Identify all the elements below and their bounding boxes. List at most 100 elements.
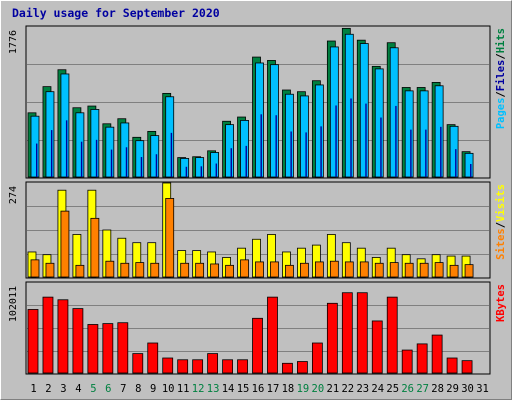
files-bar <box>419 90 429 178</box>
kbytes-bar <box>72 308 84 374</box>
kbytes-bar <box>282 362 293 374</box>
pages-bar <box>320 126 322 177</box>
x-tick-label: 21 <box>327 383 340 395</box>
pages-bar <box>140 157 143 177</box>
x-tick-label: 29 <box>446 383 459 395</box>
legend-entry: KBytes <box>495 284 507 322</box>
kbytes-bar <box>27 309 39 374</box>
kbytes-bar <box>162 357 174 374</box>
legend-entry: / <box>495 53 507 59</box>
kbytes-bar <box>132 353 144 374</box>
x-tick-label: 18 <box>282 383 295 395</box>
pages-bar <box>155 154 158 177</box>
legend-entry: Pages <box>495 98 507 130</box>
files-bar <box>195 157 205 178</box>
sites-bar <box>359 261 369 278</box>
sites-bar <box>135 262 145 278</box>
sites-bar <box>75 264 85 278</box>
kbytes-bar <box>446 357 458 374</box>
kbytes-bar <box>356 292 368 374</box>
x-tick-label: 20 <box>312 383 325 395</box>
files-bar <box>374 68 384 178</box>
sites-bar <box>240 259 249 278</box>
sites-bar <box>300 262 309 278</box>
pages-bar <box>110 149 113 177</box>
kbytes-bar <box>252 317 263 374</box>
pages-bar <box>455 149 457 177</box>
kbytes-bar <box>207 353 219 374</box>
kbytes-bar <box>117 322 129 374</box>
y-max-label-3: 102011 <box>8 286 19 322</box>
files-bar <box>434 85 444 178</box>
files-bar <box>225 124 234 178</box>
kbytes-bar <box>297 361 308 374</box>
sites-bar <box>434 262 444 278</box>
files-bar <box>389 47 399 178</box>
x-tick-label: 2 <box>45 383 51 395</box>
pages-bar <box>65 120 68 177</box>
pages-bar <box>230 148 232 177</box>
pages-bar <box>365 103 367 177</box>
files-bar <box>105 126 115 178</box>
sites-bar <box>45 262 55 278</box>
pages-bar <box>125 147 128 177</box>
kbytes-bar <box>341 292 353 374</box>
y-max-label-2: 274 <box>8 186 19 204</box>
x-tick-label: 11 <box>177 383 190 395</box>
kbytes-bar <box>461 360 473 374</box>
x-tick-label: 4 <box>75 383 81 395</box>
sites-bar <box>210 263 220 278</box>
kbytes-bar <box>386 296 398 374</box>
x-tick-label: 8 <box>135 383 141 395</box>
legend-entry: Sites <box>495 228 507 260</box>
sites-bar <box>344 261 354 278</box>
x-tick-label: 31 <box>476 383 489 395</box>
sites-bar <box>90 217 100 278</box>
sites-bar <box>225 264 234 278</box>
kbytes-bar <box>326 302 338 374</box>
pages-bar <box>245 145 247 177</box>
pages-bar <box>335 105 337 177</box>
sites-bar <box>314 261 324 278</box>
x-tick-label: 15 <box>237 383 250 395</box>
files-bar <box>404 90 414 178</box>
kbytes-bar <box>177 359 189 374</box>
sites-bar <box>419 262 429 278</box>
sites-bar <box>374 262 384 278</box>
sites-bar <box>30 259 40 278</box>
pages-bar <box>470 163 472 177</box>
x-tick-label: 3 <box>60 383 66 395</box>
kbytes-bar <box>267 296 278 374</box>
files-bar <box>359 43 369 178</box>
x-tick-label: 19 <box>297 383 310 395</box>
x-tick-label: 6 <box>105 383 111 395</box>
x-tick-label: 7 <box>120 383 126 395</box>
pages-bar <box>185 166 188 177</box>
legend-entry: / <box>495 222 507 228</box>
kbytes-bar <box>401 349 413 374</box>
pages-bar <box>275 115 277 177</box>
files-bar <box>329 46 339 178</box>
x-tick-label: 1 <box>30 383 36 395</box>
sites-bar <box>105 260 115 278</box>
pages-bar <box>440 126 442 177</box>
legend-2: Sites/Visits <box>495 184 507 260</box>
files-bar <box>344 33 354 178</box>
kbytes-bar <box>431 334 443 374</box>
legend-entry: / <box>495 91 507 97</box>
files-bar <box>120 122 130 178</box>
files-bar <box>210 152 220 178</box>
pages-bar <box>170 132 173 177</box>
files-bar <box>255 62 264 178</box>
files-bar <box>60 73 70 178</box>
x-tick-label: 13 <box>207 383 220 395</box>
kbytes-bar <box>87 324 99 374</box>
files-bar <box>449 125 459 178</box>
files-bar <box>75 112 85 178</box>
legend-entry: Hits <box>495 28 507 53</box>
kbytes-bar <box>371 320 383 374</box>
pages-bar <box>260 114 262 177</box>
x-tick-label: 23 <box>356 383 369 395</box>
sites-bar <box>120 262 130 278</box>
x-tick-label: 10 <box>162 383 175 395</box>
